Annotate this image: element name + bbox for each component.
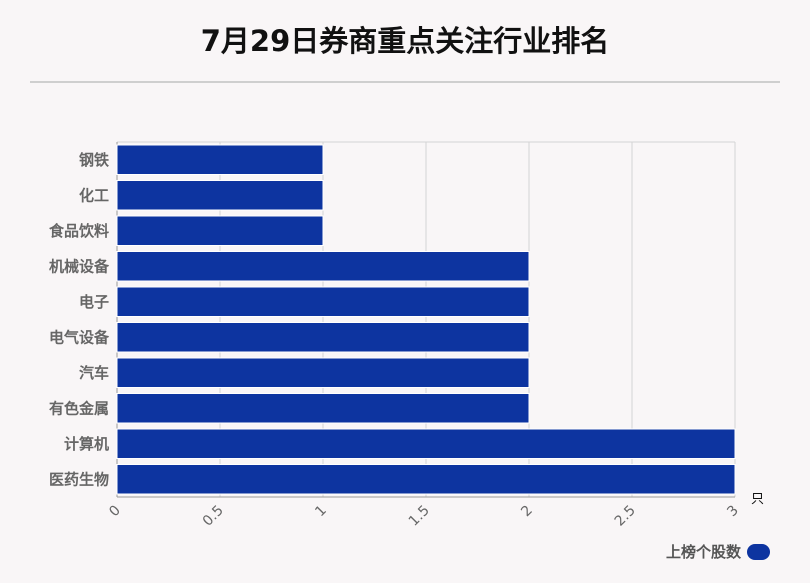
category-label: 有色金属: [49, 399, 109, 417]
x-tick-label: 3: [724, 503, 742, 521]
bar[interactable]: [116, 215, 324, 246]
legend-label: 上榜个股数: [665, 543, 741, 561]
x-tick-label: 2.5: [612, 503, 639, 530]
x-tick-label: 0.5: [200, 503, 227, 530]
bar[interactable]: [116, 393, 530, 424]
x-tick-label: 2: [518, 503, 536, 521]
category-label: 机械设备: [49, 257, 110, 275]
x-axis-unit-label: 只: [751, 492, 764, 507]
category-label: 电气设备: [49, 328, 110, 346]
category-label: 计算机: [64, 435, 109, 453]
bar[interactable]: [116, 180, 324, 211]
bars: [116, 144, 736, 495]
x-tick-labels: 0 0.5 1 1.5 2 2.5 3: [106, 503, 742, 530]
bar[interactable]: [116, 428, 736, 459]
title-divider: [30, 81, 780, 83]
legend[interactable]: 上榜个股数: [666, 541, 770, 562]
bar[interactable]: [116, 322, 530, 353]
category-label: 化工: [79, 186, 109, 204]
x-tick-label: 1: [312, 503, 330, 521]
category-label: 汽车: [79, 364, 109, 382]
category-label: 钢铁: [79, 151, 109, 169]
bar[interactable]: [116, 357, 530, 388]
legend-swatch: [747, 543, 770, 560]
chart-title: 7月29日券商重点关注行业排名: [200, 24, 610, 58]
category-label: 食品饮料: [49, 222, 109, 240]
bar[interactable]: [116, 144, 324, 175]
bar[interactable]: [116, 464, 736, 495]
bar[interactable]: [116, 286, 530, 317]
x-tick-label: 0: [106, 503, 124, 521]
category-label: 医药生物: [49, 470, 109, 488]
category-label: 电子: [79, 293, 109, 311]
x-tick-label: 1.5: [406, 503, 433, 530]
bar[interactable]: [116, 251, 530, 282]
